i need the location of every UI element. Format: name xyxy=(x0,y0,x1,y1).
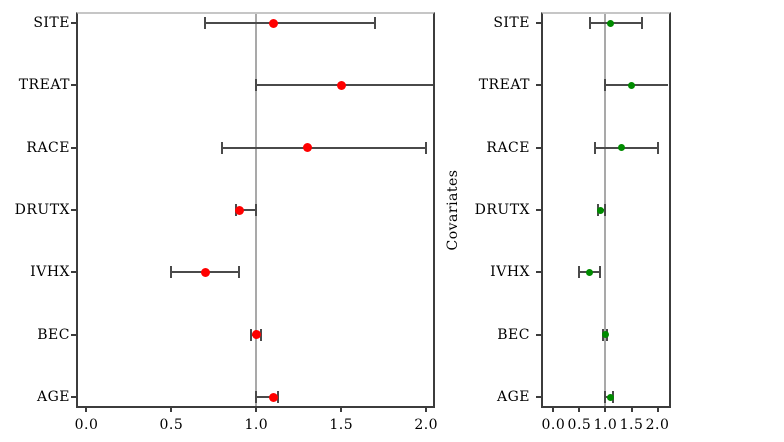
error-bar-cap-low xyxy=(604,79,607,92)
y-axis-tick xyxy=(536,84,543,87)
error-bar xyxy=(222,146,427,149)
error-bar-cap-low xyxy=(250,328,253,341)
plot-area xyxy=(543,14,669,406)
x-axis-tick xyxy=(656,406,659,412)
y-axis-label: DRUTX xyxy=(474,202,530,218)
y-axis-tick xyxy=(536,396,543,398)
error-bar xyxy=(256,396,279,398)
y-axis-tick xyxy=(536,333,543,336)
y-axis-label: BEC xyxy=(37,326,70,343)
y-axis-label: AGE xyxy=(36,389,70,405)
y-axis-tick xyxy=(536,22,543,24)
error-bar-cap-high xyxy=(656,141,659,154)
y-axis-label: SITE xyxy=(33,15,70,31)
error-bar-cap-high xyxy=(604,204,607,216)
y-axis-tick xyxy=(71,146,78,149)
error-bar-cap-low xyxy=(594,141,597,154)
y-axis-tick xyxy=(71,396,78,398)
data-point xyxy=(601,331,609,339)
x-axis-tick xyxy=(552,406,555,412)
data-point xyxy=(607,393,615,401)
y-axis-label: IVHX xyxy=(490,264,530,281)
error-bar-cap-high xyxy=(260,328,263,341)
error-bar-cap-high xyxy=(238,266,241,279)
data-point xyxy=(268,18,278,28)
error-bar xyxy=(235,209,257,211)
error-bar-cap-high xyxy=(640,17,643,29)
x-axis-tick-label: 1.5 xyxy=(619,417,644,433)
error-bar-cap-high xyxy=(277,391,280,403)
x-axis-tick-label: 2.0 xyxy=(414,417,439,433)
x-axis-tick-label: 0.5 xyxy=(567,417,592,433)
y-axis-tick xyxy=(71,209,78,211)
data-point xyxy=(200,267,210,277)
x-axis-tick-label: 1.0 xyxy=(244,417,269,433)
y-axis-label: AGE xyxy=(496,389,530,405)
x-axis-tick-label: 1.0 xyxy=(593,417,618,433)
data-point xyxy=(302,143,312,153)
data-point xyxy=(336,80,346,90)
data-point xyxy=(268,392,278,402)
error-bar-cap-high xyxy=(599,266,602,279)
data-point xyxy=(607,19,615,27)
data-point xyxy=(628,81,635,89)
error-bar-cap-low xyxy=(221,141,224,154)
error-bar-cap-high xyxy=(425,141,428,154)
y-axis-tick xyxy=(71,22,78,24)
y-axis-tick xyxy=(536,271,543,274)
data-point xyxy=(617,144,625,152)
x-axis-tick xyxy=(604,406,607,412)
error-bar-cap-low xyxy=(604,391,607,403)
error-bar-cap-low xyxy=(255,391,258,403)
x-axis-tick-label: 2.0 xyxy=(645,417,670,433)
x-axis-tick xyxy=(255,406,258,412)
covariates-axis-title: Covariates xyxy=(445,169,461,251)
error-bar-cap-low xyxy=(578,266,581,279)
x-axis-tick xyxy=(630,406,633,412)
data-point xyxy=(596,206,604,214)
error-bar xyxy=(589,22,642,24)
x-axis-tick-label: 1.5 xyxy=(329,417,354,433)
x-axis-tick xyxy=(425,406,428,412)
error-bar xyxy=(605,84,668,87)
error-bar-cap-low xyxy=(255,79,258,92)
x-axis-tick xyxy=(85,406,88,412)
data-point xyxy=(234,205,244,215)
y-axis-label: TREAT xyxy=(478,77,530,94)
y-axis-label: IVHX xyxy=(30,264,70,281)
error-bar xyxy=(205,22,376,24)
x-axis-tick xyxy=(170,406,173,412)
y-axis-label: TREAT xyxy=(18,77,70,94)
y-axis-tick xyxy=(536,209,543,211)
error-bar-cap-low xyxy=(588,17,591,29)
y-axis-label: SITE xyxy=(493,15,530,31)
error-bar-cap-low xyxy=(170,266,173,279)
data-point xyxy=(251,330,261,340)
y-axis-label: DRUTX xyxy=(14,202,70,218)
y-axis-tick xyxy=(536,146,543,149)
error-bar xyxy=(595,146,658,149)
plot-area xyxy=(78,14,433,406)
error-bar-cap-high xyxy=(374,17,377,29)
y-axis-tick xyxy=(71,84,78,87)
x-axis-tick xyxy=(340,406,343,412)
error-bar-cap-low xyxy=(204,17,207,29)
y-axis-label: RACE xyxy=(486,139,530,156)
y-axis-label: BEC xyxy=(497,326,530,343)
data-point xyxy=(586,268,594,276)
x-axis-tick-label: 0.0 xyxy=(541,417,566,433)
y-axis-label: RACE xyxy=(26,139,70,156)
x-axis-tick-label: 0.0 xyxy=(74,417,99,433)
y-axis-tick xyxy=(71,333,78,336)
x-axis-tick-label: 0.5 xyxy=(159,417,184,433)
error-bar-cap-high xyxy=(255,204,258,216)
y-axis-tick xyxy=(71,271,78,274)
x-axis-tick xyxy=(578,406,581,412)
